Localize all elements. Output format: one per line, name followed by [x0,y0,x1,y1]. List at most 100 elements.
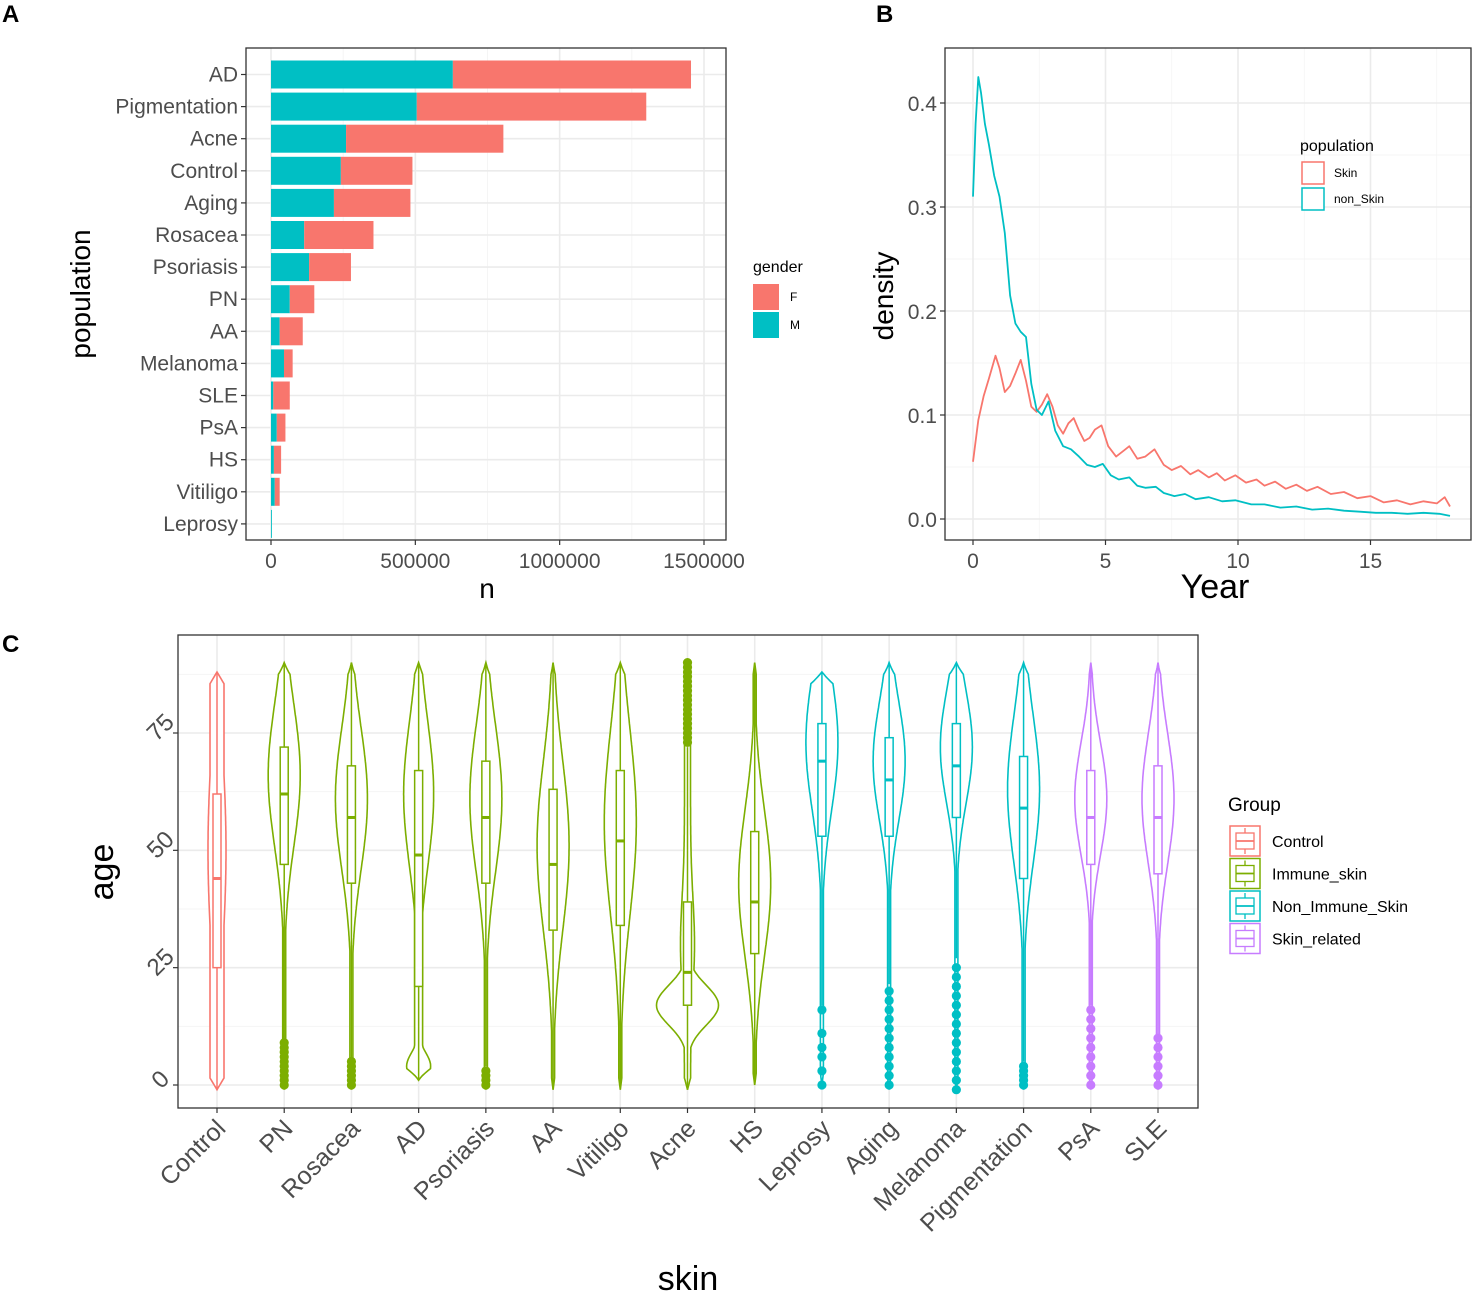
y-tick-label: 50 [142,826,180,864]
x-tick-label-psa: PsA [1053,1114,1105,1166]
outlier-point-aging [884,1052,894,1062]
violin-group-hs [737,662,772,1086]
outlier-point-psoriasis [481,1066,491,1076]
outlier-point-sle [1153,1033,1163,1043]
bar-f-control [340,156,413,185]
panel-b-frame [944,47,1472,541]
panel-letter-c: C [2,631,19,658]
x-tick-label: 1500000 [663,550,745,573]
outlier-point-aging [884,1024,894,1034]
outlier-point-pigmentation [1018,1061,1029,1071]
outlier-point-melanoma [951,1019,961,1029]
violin-group-control [207,670,227,1092]
outlier-point-leprosy [817,1052,827,1062]
y-tick-label: 0.0 [908,509,937,532]
outlier-point-aging [884,995,894,1006]
outlier-point-psa [1086,1005,1096,1015]
bar-f-aging [333,188,411,217]
panel-a-frame [245,47,727,541]
panel-a-y-axis-title: population [65,229,96,358]
bar-m-acne [271,124,347,153]
bar-f-rosacea [304,221,374,249]
violin-group-melanoma [939,660,974,1095]
x-tick-label: 0 [967,550,979,573]
series-line-skin [972,354,1451,507]
outlier-point-melanoma [951,1085,961,1095]
x-tick-label-vitiligo: Vitiligo [563,1114,635,1186]
bar-m-psa [271,413,277,442]
y-tick-label-vitiligo: Vitiligo [177,481,238,504]
panel-a-x-axis-title: n [479,573,495,604]
outlier-point-melanoma [951,1075,961,1085]
outlier-point-acne [682,658,693,668]
bar-m-sle [271,381,274,410]
y-tick-label-control: Control [170,160,238,183]
x-tick-label: 10 [1226,550,1249,573]
violin-group-pn [267,660,301,1090]
bar-m-pn [271,285,290,314]
x-tick-label: 500000 [380,550,450,573]
legend-key-skin [1301,161,1325,185]
bar-m-rosacea [271,221,305,249]
violin-group-acne [655,658,720,1090]
outlier-point-psa [1086,1042,1096,1053]
y-tick-label: 25 [142,943,180,981]
outlier-point-aging [884,1014,894,1024]
outlier-point-melanoma [951,1028,961,1038]
violin-group-vitiligo [603,660,638,1090]
legend-label-skin-related: Skin_related [1272,932,1361,949]
outlier-point-melanoma [951,963,961,973]
y-tick-label-rosacea: Rosacea [155,224,238,247]
y-tick-label-aa: AA [210,320,238,343]
outlier-point-leprosy [817,1080,827,1090]
bar-m-hs [271,445,274,474]
bar-m-melanoma [271,349,284,378]
panel-c-y-axis-title: age [83,844,121,901]
violin-group-aa [536,662,570,1090]
outlier-point-melanoma [951,991,961,1001]
box-control [212,793,222,969]
legend-label-non-immune-skin: Non_Immune_Skin [1272,899,1408,916]
outlier-point-aging [884,1005,894,1015]
panel-a-bar-chart: AD Pigmentation Acne Control Aging Rosacea Pso… [65,47,803,604]
outlier-point-psa [1086,1024,1096,1034]
panel-b-density-chart: 0.0 0.1 0.2 0.3 0.4 0 5 10 15 Year density popul… [868,47,1472,606]
bar-m-aa [271,317,280,346]
y-tick-label-pigmentation: Pigmentation [115,96,238,119]
y-tick-label-aging: Aging [184,192,238,215]
outlier-point-melanoma [951,1056,961,1067]
series-line-non-skin [972,76,1451,517]
outlier-point-leprosy [817,1066,827,1076]
bar-f-pigmentation [416,92,647,121]
box-pn [279,746,289,866]
bar-f-acne [346,124,504,153]
panel-a-background [246,48,726,540]
x-tick-label: 0 [265,550,277,573]
y-tick-label-hs: HS [209,449,238,472]
panel-c-legend-title: Group [1228,795,1281,816]
legend-label-non-skin: non_Skin [1334,192,1384,206]
y-tick-label-ad: AD [209,64,238,87]
outlier-point-psa [1086,1071,1096,1081]
bar-f-pn [289,285,315,314]
y-tick-label: 0.3 [908,197,937,220]
box-hs [749,830,760,955]
outlier-point-psa [1086,1014,1096,1024]
outlier-point-aging [884,1033,894,1043]
legend-label-control: Control [1272,834,1324,851]
outlier-point-aging [884,986,894,996]
legend-label-m: M [790,318,800,332]
box-aging [884,736,894,838]
violin-group-aging [872,660,906,1090]
legend-key-non-skin [1301,187,1325,211]
outlier-point-sle [1153,1052,1163,1062]
bar-f-psa [276,413,286,442]
panel-b-background [945,48,1471,540]
box-rosacea [346,765,357,884]
outlier-point-aging [884,1071,894,1081]
bar-f-psoriasis [309,253,351,282]
bar-f-hs [273,445,282,474]
y-tick-label-pn: PN [209,288,238,311]
box-sle [1153,765,1163,875]
